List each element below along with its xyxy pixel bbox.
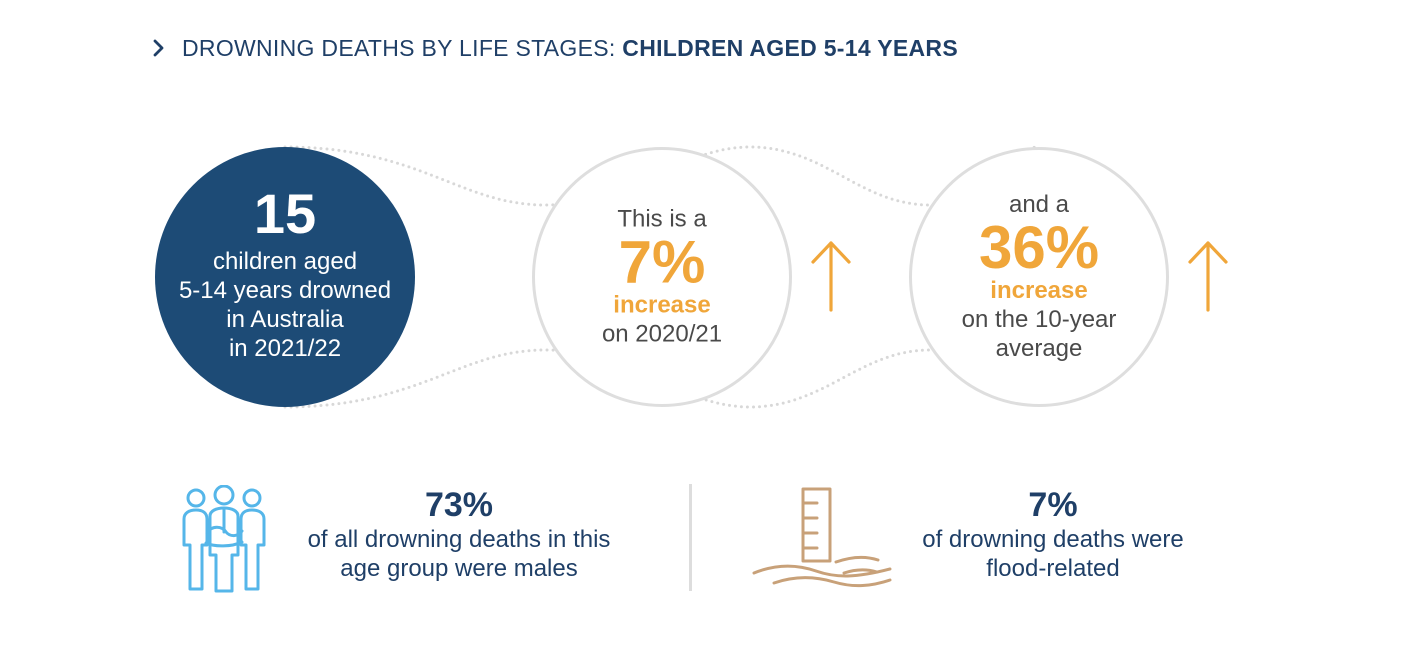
average-change-tail: on the 10-year bbox=[961, 306, 1117, 333]
annual-change-circle: This is a 7% increase on 2020/21 bbox=[532, 147, 792, 407]
flood-share-value: 7% bbox=[1028, 486, 1078, 524]
summary-caption-line: in Australia bbox=[226, 306, 344, 333]
up-arrow-icon bbox=[1188, 241, 1228, 312]
average-change-value: 36% bbox=[978, 214, 1100, 281]
up-arrow-icon bbox=[811, 241, 851, 312]
annual-change-tail: on 2020/21 bbox=[601, 320, 723, 348]
flood-share-text: of drowning deaths were bbox=[922, 526, 1184, 553]
average-change-circle: and a 36% increase on the 10-year averag… bbox=[909, 147, 1169, 407]
chevron-right-icon bbox=[153, 39, 164, 57]
male-share-text: of all drowning deaths in this bbox=[307, 526, 611, 553]
summary-count: 15 bbox=[253, 182, 317, 245]
flood-share-stat: 7% of drowning deaths were flood-related bbox=[900, 485, 1206, 583]
male-share-stat: 73% of all drowning deaths in this age g… bbox=[294, 485, 624, 583]
summary-caption-line: children aged bbox=[212, 248, 358, 275]
male-share-value: 73% bbox=[424, 486, 494, 524]
summary-circle: 15 children aged 5-14 years drowned in A… bbox=[155, 147, 415, 407]
title-lead: DROWNING DEATHS BY LIFE STAGES: bbox=[182, 34, 616, 61]
male-share-text: age group were males bbox=[340, 555, 578, 582]
average-change-label: increase bbox=[990, 277, 1088, 304]
page-title: DROWNING DEATHS BY LIFE STAGES: CHILDREN… bbox=[150, 32, 958, 64]
flood-marker-icon bbox=[752, 487, 892, 588]
average-change-content: and a 36% increase on the 10-year averag… bbox=[912, 191, 1166, 363]
annual-change-value: 7% bbox=[618, 228, 706, 296]
average-change-tail: average bbox=[995, 335, 1083, 362]
flood-share-text: flood-related bbox=[986, 555, 1120, 582]
summary-caption: children aged 5-14 years drowned in Aust… bbox=[165, 247, 405, 363]
summary-caption-line: 5-14 years drowned bbox=[178, 277, 392, 304]
annual-change-label: increase bbox=[613, 291, 711, 319]
section-divider bbox=[689, 484, 692, 591]
annual-change-content: This is a 7% increase on 2020/21 bbox=[535, 206, 789, 349]
average-change-lead: and a bbox=[1008, 191, 1070, 218]
title-emphasis: CHILDREN AGED 5-14 YEARS bbox=[622, 34, 958, 61]
people-group-icon bbox=[182, 485, 266, 593]
summary-caption-line: in 2021/22 bbox=[228, 335, 342, 362]
title-text: DROWNING DEATHS BY LIFE STAGES: CHILDREN… bbox=[182, 35, 958, 62]
annual-change-lead: This is a bbox=[617, 205, 707, 233]
